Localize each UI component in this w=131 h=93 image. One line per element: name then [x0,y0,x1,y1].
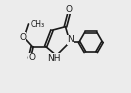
Text: O: O [19,33,26,42]
Text: O: O [28,53,35,62]
Text: O: O [66,5,73,14]
Text: N: N [67,35,74,44]
Text: NH: NH [47,54,61,63]
Text: CH₃: CH₃ [31,20,45,29]
